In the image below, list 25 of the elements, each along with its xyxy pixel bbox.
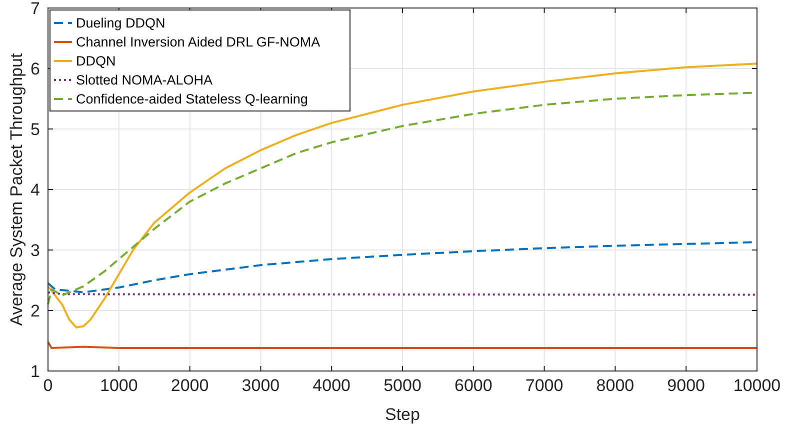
y-tick-label: 6 bbox=[30, 59, 40, 78]
y-tick-label: 1 bbox=[30, 362, 40, 381]
x-tick-label: 8000 bbox=[596, 376, 634, 395]
y-tick-label: 4 bbox=[30, 180, 40, 200]
legend-label: Dueling DDQN bbox=[76, 16, 166, 31]
legend-label: Channel Inversion Aided DRL GF-NOMA bbox=[76, 34, 320, 50]
x-tick-label: 10000 bbox=[733, 376, 781, 395]
y-axis-title: Average System Packet Throughput bbox=[7, 52, 26, 326]
legend-label: Confidence-aided Stateless Q-learning bbox=[76, 92, 308, 107]
y-tick-label: 7 bbox=[30, 0, 40, 18]
x-tick-label: 1000 bbox=[100, 376, 138, 395]
x-tick-label: 9000 bbox=[667, 376, 706, 395]
x-tick-label: 6000 bbox=[454, 376, 492, 395]
y-tick-label: 3 bbox=[30, 240, 40, 260]
x-tick-label: 3000 bbox=[242, 376, 280, 395]
x-tick-label: 4000 bbox=[312, 376, 351, 395]
x-tick-label: 2000 bbox=[170, 376, 209, 395]
x-axis-title: Step bbox=[385, 405, 420, 424]
x-tick-label: 0 bbox=[43, 376, 53, 395]
y-tick-label: 5 bbox=[30, 120, 40, 139]
x-tick-label: 7000 bbox=[525, 376, 564, 395]
legend-label: Slotted NOMA-ALOHA bbox=[76, 72, 213, 88]
x-tick-label: 5000 bbox=[384, 376, 422, 395]
y-tick-label: 2 bbox=[30, 301, 40, 320]
legend-label: DDQN bbox=[76, 54, 116, 69]
